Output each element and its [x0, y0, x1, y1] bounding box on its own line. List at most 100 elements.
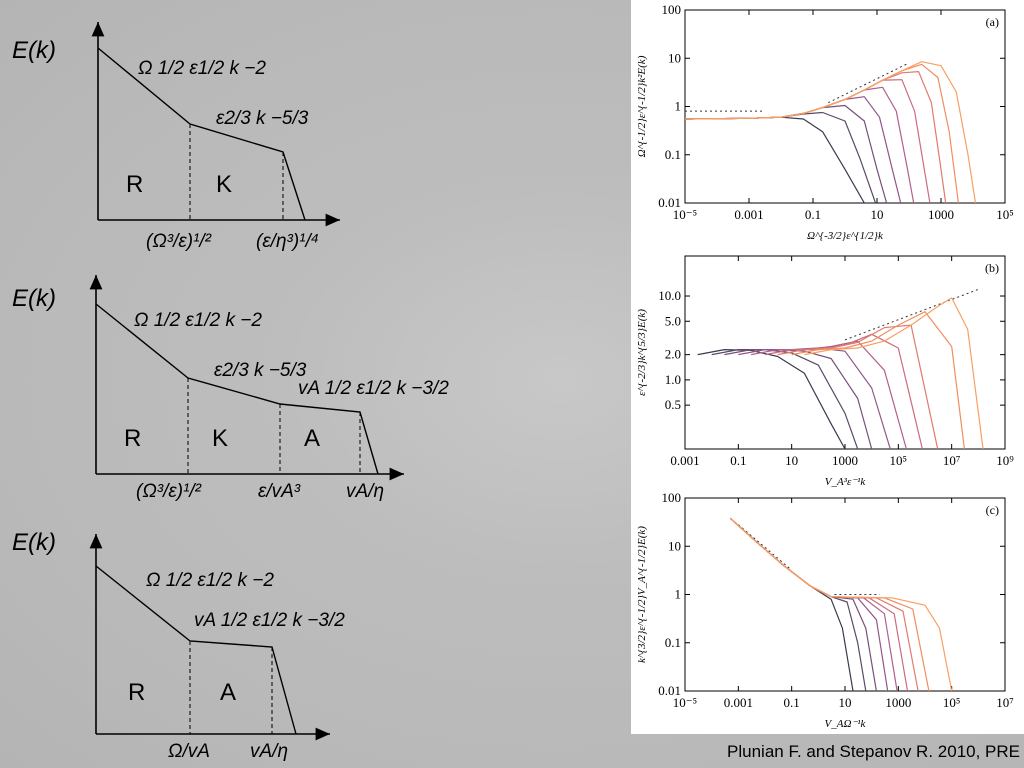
series-line [685, 61, 977, 203]
schematic-2-slope-2: ε2/3 k −5/3 [214, 360, 307, 381]
y-tick-label: 1 [675, 587, 682, 602]
panel-label: (a) [986, 15, 999, 29]
x-tick-label: 1000 [885, 695, 911, 710]
series-line [729, 517, 909, 691]
x-tick-label: 1000 [928, 207, 954, 222]
schematic-3-break-label-2: vA/η [250, 741, 288, 762]
schematic-2-region-a: A [304, 425, 320, 452]
y-tick-label: 0.1 [665, 635, 681, 650]
series-line [685, 116, 865, 203]
y-tick-label: 5.0 [665, 313, 681, 328]
schematic-2: E(k) R K A Ω 1/2 ε1/2 k −2 ε2/3 k −5/3 v… [12, 275, 449, 502]
y-tick-label: 100 [662, 490, 682, 505]
schematic-1-break-label-2: (ε/η³)¹/⁴ [256, 231, 319, 252]
schematic-1: E(k) R K Ω 1/2 ε1/2 k −2 ε2/3 k −5/3 (Ω³… [12, 22, 340, 252]
x-tick-label: 10⁻⁵ [673, 695, 697, 710]
y-axis-label: ε^{-2/3}k^{5/3}E(k) [636, 309, 648, 396]
schematic-3-break-label-1: Ω/vA [168, 741, 210, 762]
plots-panel: 10⁻⁵ 0.001 0.1 10 1000 10⁵ 0.01 0.1 1 10 100 (a) Ω^{… [631, 0, 1024, 734]
x-tick-label: 10⁵ [890, 453, 908, 468]
schematic-2-break-label-2: ε/vA³ [258, 481, 301, 502]
schematic-2-region-k: K [212, 425, 228, 452]
series-line [729, 517, 930, 691]
schematic-3-slope-2: vA 1/2 ε1/2 k −3/2 [194, 610, 345, 631]
schematic-3-slope-1: Ω 1/2 ε1/2 k −2 [146, 570, 274, 591]
series-line [685, 111, 877, 203]
schematic-2-region-r: R [124, 425, 141, 452]
guide-line [828, 62, 910, 104]
schematic-3-spectrum [95, 565, 297, 735]
x-tick-label: 10 [785, 453, 798, 468]
x-tick-label: 10⁹ [996, 453, 1014, 468]
schematic-1-break-label-1: (Ω³/ε)¹/² [146, 231, 212, 252]
x-axis-label: V_AΩ⁻¹k [825, 718, 867, 730]
chart-1: 10⁻⁵ 0.001 0.1 10 1000 10⁵ 0.01 0.1 1 10 100 (a) Ω^{… [636, 2, 1014, 242]
schematic-3-region-r: R [128, 679, 145, 706]
schematic-2-break-label-1: (Ω³/ε)¹/² [136, 481, 202, 502]
series-line [729, 517, 953, 691]
x-tick-label: 10⁵ [996, 207, 1014, 222]
y-axis-label: Ω^{-1/2}ε^{-1/2}k²E(k) [636, 55, 648, 157]
y-tick-label: 10.0 [658, 288, 681, 303]
y-tick-label: 0.1 [665, 147, 681, 162]
x-tick-label: 0.1 [784, 695, 800, 710]
chart-3: 10⁻⁵ 0.001 0.1 10 1000 10⁵ 10⁷ 0.01 0.1 1 10 100 (c)… [636, 490, 1014, 730]
schematic-1-spectrum [97, 47, 306, 221]
series-line [697, 349, 846, 449]
x-axis-label: V_A³ε⁻¹k [825, 476, 867, 488]
schematic-2-ylabel: E(k) [12, 285, 56, 312]
schematic-2-slope-1: Ω 1/2 ε1/2 k −2 [134, 310, 262, 331]
schematic-3: E(k) R A Ω 1/2 ε1/2 k −2 vA 1/2 ε1/2 k −… [12, 529, 345, 762]
guide-line [738, 524, 792, 571]
series-line [685, 63, 959, 203]
x-tick-label: 10⁵ [943, 695, 961, 710]
y-tick-label: 0.01 [658, 683, 681, 698]
y-tick-label: 1.0 [665, 372, 681, 387]
series-line [729, 517, 867, 691]
x-tick-label: 1000 [832, 453, 858, 468]
schematic-1-slope-1: Ω 1/2 ε1/2 k −2 [138, 58, 266, 79]
y-tick-label: 0.5 [665, 397, 681, 412]
guide-line [844, 288, 979, 341]
chart-2-plot [697, 288, 984, 449]
chart-3-plot [729, 517, 953, 691]
y-axis-label: k^{3/2}ε^{-1/2}V_A^{-1/2}E(k) [636, 526, 648, 663]
series-line [750, 340, 907, 449]
x-tick-label: 0.001 [734, 207, 763, 222]
x-tick-label: 10 [839, 695, 852, 710]
series-line [724, 349, 873, 449]
schematic-1-slope-2: ε2/3 k −5/3 [216, 108, 309, 129]
schematic-3-region-a: A [220, 679, 236, 706]
x-tick-label: 10⁻⁵ [673, 207, 697, 222]
series-line [685, 86, 915, 203]
y-tick-label: 10 [668, 50, 681, 65]
series-line [711, 349, 859, 449]
x-tick-label: 0.1 [730, 453, 746, 468]
x-tick-label: 0.1 [805, 207, 821, 222]
y-tick-label: 1 [675, 99, 682, 114]
y-tick-label: 2.0 [665, 347, 681, 362]
series-line [729, 517, 854, 691]
x-tick-label: 10⁷ [996, 695, 1014, 710]
chart-1-plot [685, 61, 977, 203]
x-tick-label: 0.001 [724, 695, 753, 710]
series-line [729, 517, 889, 691]
plots-svg: 10⁻⁵ 0.001 0.1 10 1000 10⁵ 0.01 0.1 1 10 100 (a) Ω^{… [636, 2, 1014, 730]
series-line [804, 297, 984, 449]
series-line [685, 96, 902, 203]
series-line [685, 79, 931, 203]
series-line [791, 311, 965, 449]
chart-1-frame [684, 9, 1006, 204]
x-tick-label: 10⁷ [943, 453, 961, 468]
y-tick-label: 100 [662, 2, 682, 17]
schematic-1-ylabel: E(k) [12, 37, 56, 64]
x-axis-label: Ω^{-3/2}ε^{1/2}k [807, 230, 884, 242]
x-tick-label: 0.001 [670, 453, 699, 468]
schematic-1-region-r: R [126, 171, 143, 198]
y-tick-label: 0.01 [658, 195, 681, 210]
schematic-3-ylabel: E(k) [12, 529, 56, 556]
schematics-panel: E(k) R K Ω 1/2 ε1/2 k −2 ε2/3 k −5/3 (Ω³… [12, 22, 449, 762]
schematic-2-break-label-3: vA/η [346, 481, 384, 502]
panel-label: (b) [985, 261, 999, 275]
schematic-2-slope-3: vA 1/2 ε1/2 k −3/2 [298, 378, 449, 399]
